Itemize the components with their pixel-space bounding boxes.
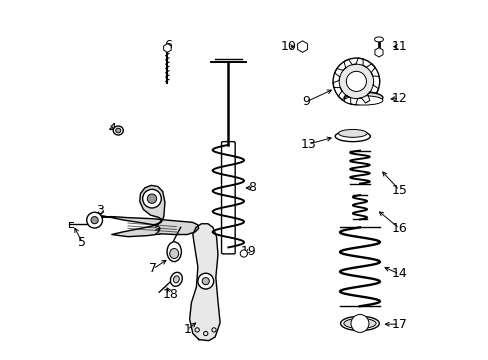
Text: 3: 3 [96, 204, 104, 217]
Ellipse shape [113, 126, 123, 135]
Text: 2: 2 [152, 225, 160, 238]
Text: 11: 11 [391, 40, 407, 53]
Text: 15: 15 [391, 184, 407, 197]
Circle shape [147, 194, 156, 203]
Circle shape [202, 278, 209, 285]
Ellipse shape [170, 272, 182, 286]
Circle shape [91, 217, 98, 224]
Text: 5: 5 [78, 236, 86, 249]
Polygon shape [87, 185, 198, 237]
Text: 8: 8 [248, 181, 256, 194]
Text: 10: 10 [280, 40, 296, 53]
Text: 16: 16 [391, 222, 407, 235]
Circle shape [332, 58, 379, 105]
Circle shape [240, 250, 247, 257]
Circle shape [346, 71, 366, 91]
Circle shape [142, 189, 161, 208]
Text: 19: 19 [241, 244, 256, 257]
Circle shape [86, 212, 102, 228]
Ellipse shape [340, 316, 379, 330]
Ellipse shape [167, 242, 181, 262]
Ellipse shape [173, 276, 179, 283]
Ellipse shape [116, 128, 121, 133]
Ellipse shape [335, 131, 369, 141]
Text: 13: 13 [300, 138, 316, 150]
Text: 7: 7 [149, 262, 157, 275]
Text: 9: 9 [302, 95, 309, 108]
Text: 12: 12 [391, 92, 407, 105]
Text: 14: 14 [391, 267, 407, 280]
Text: 18: 18 [163, 288, 179, 301]
Polygon shape [189, 224, 220, 341]
FancyBboxPatch shape [221, 141, 235, 254]
Text: 17: 17 [391, 318, 407, 331]
Circle shape [350, 315, 368, 332]
Ellipse shape [344, 96, 382, 105]
Circle shape [198, 273, 213, 289]
Ellipse shape [169, 248, 178, 258]
Circle shape [339, 64, 373, 99]
Ellipse shape [344, 92, 382, 103]
Ellipse shape [338, 130, 366, 137]
Text: 6: 6 [164, 39, 172, 52]
Text: 1: 1 [183, 323, 191, 336]
Text: 4: 4 [108, 122, 116, 135]
Ellipse shape [374, 37, 383, 42]
Ellipse shape [343, 319, 375, 328]
